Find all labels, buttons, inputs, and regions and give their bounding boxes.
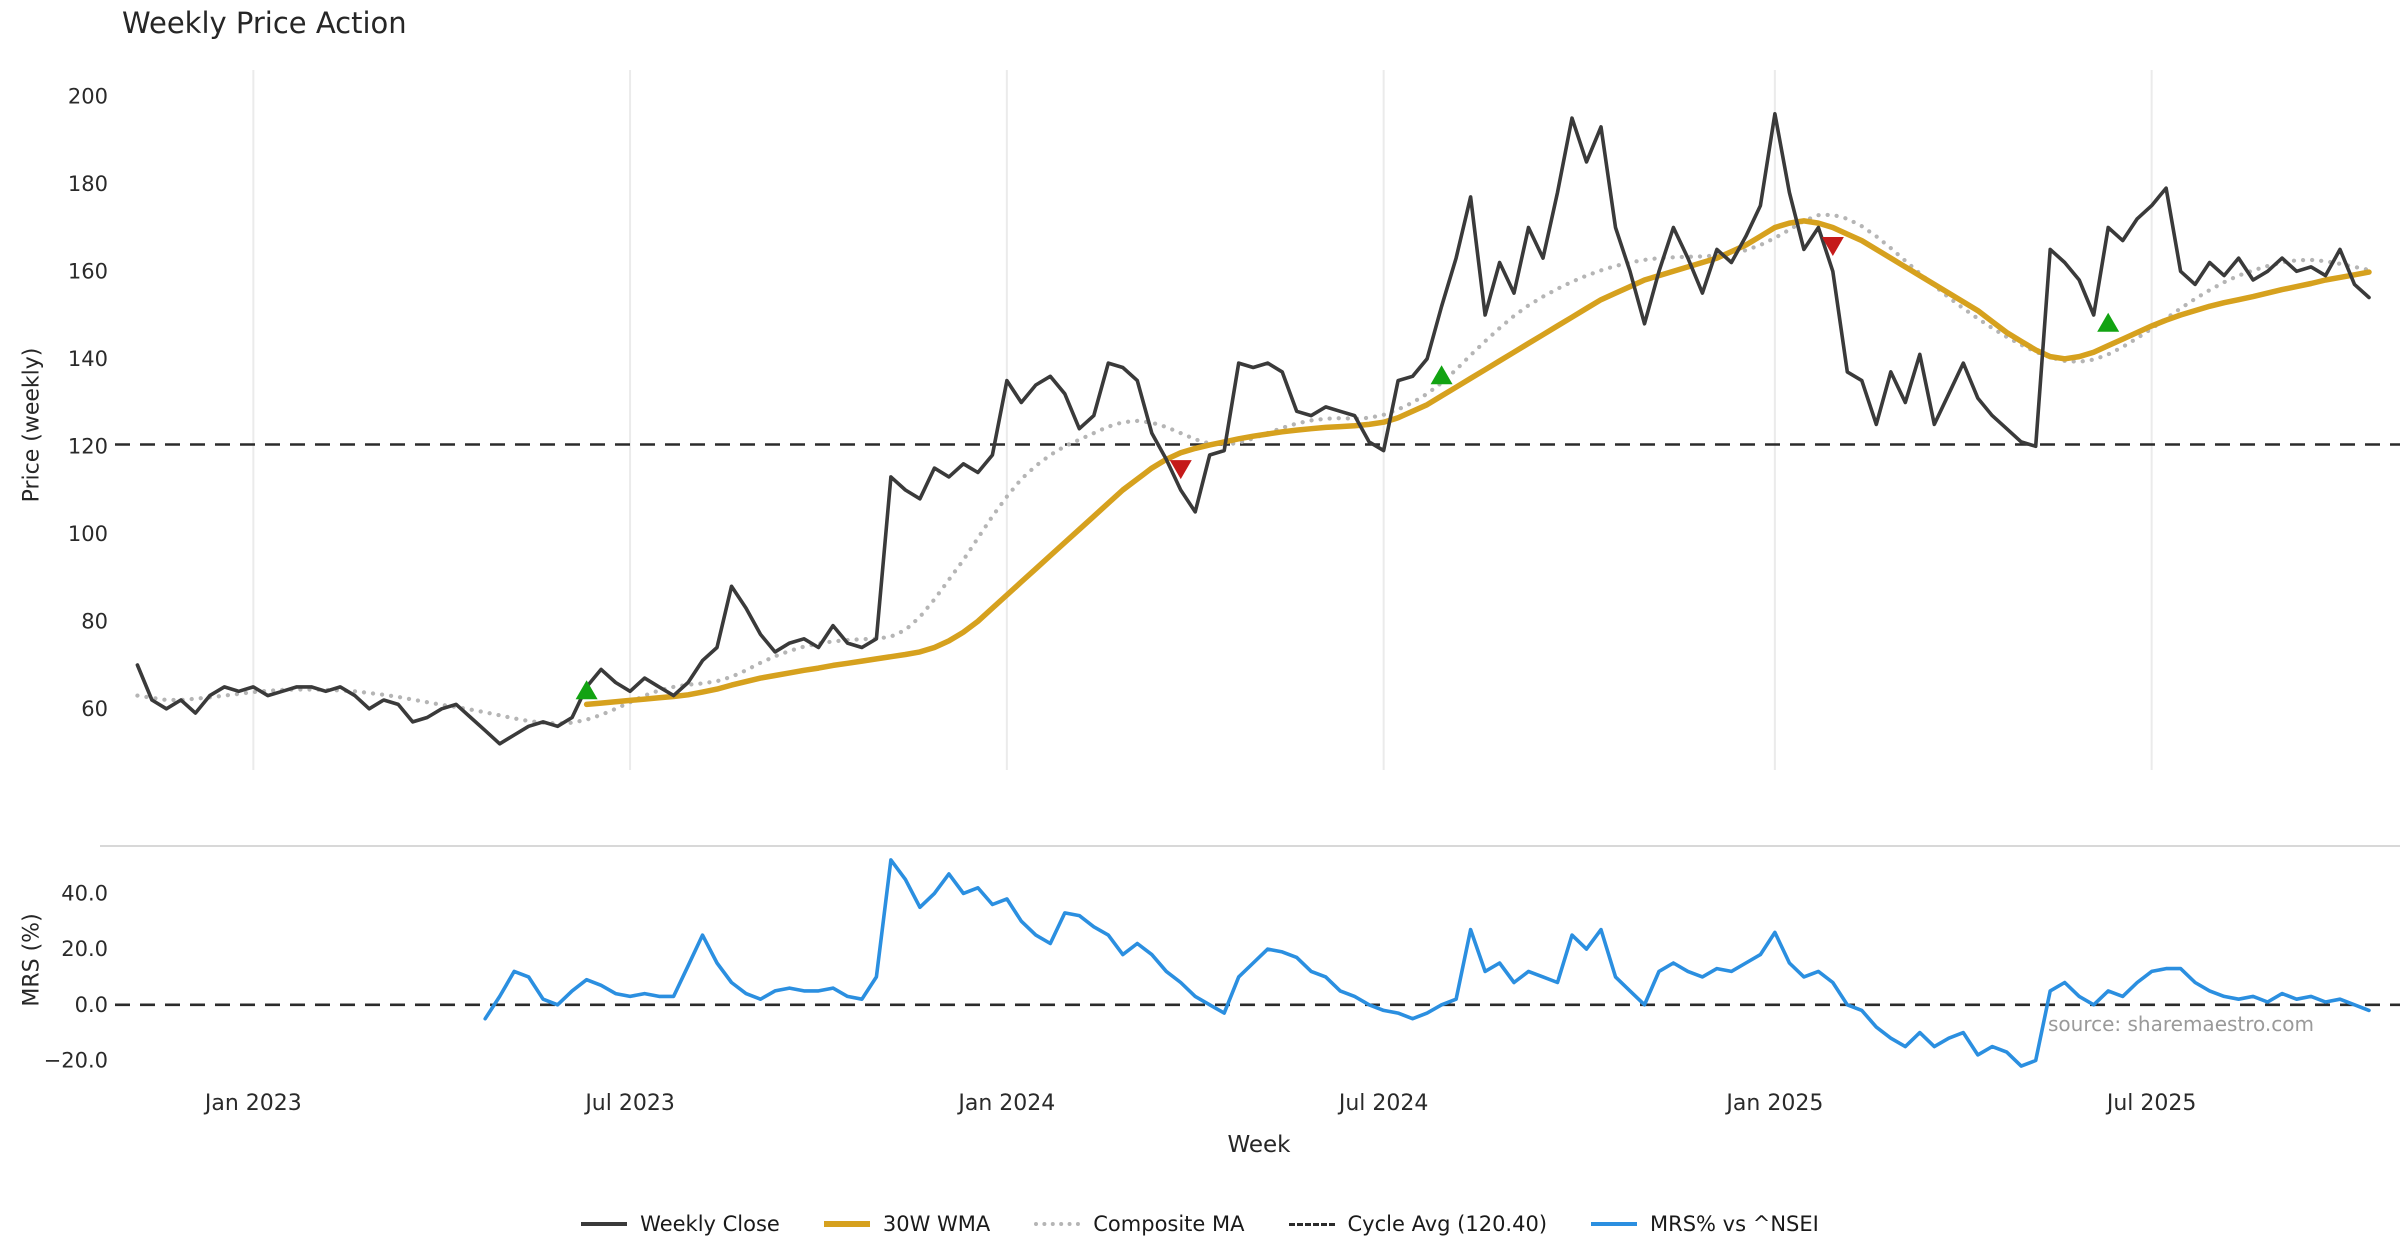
- legend-label-weekly-close: Weekly Close: [640, 1212, 780, 1236]
- svg-text:200: 200: [68, 84, 108, 108]
- svg-text:Jul 2024: Jul 2024: [1337, 1091, 1429, 1116]
- svg-text:140: 140: [68, 347, 108, 371]
- legend-item-mrs: MRS% vs ^NSEI: [1591, 1212, 1819, 1236]
- x-axis-label: Week: [1227, 1132, 1291, 1158]
- weekly-close-line-swatch: [581, 1222, 628, 1226]
- svg-text:Jan 2025: Jan 2025: [1724, 1091, 1823, 1116]
- svg-text:Jan 2024: Jan 2024: [956, 1091, 1055, 1116]
- svg-text:120: 120: [68, 434, 108, 458]
- svg-text:160: 160: [68, 259, 108, 283]
- svg-text:Jan 2023: Jan 2023: [203, 1091, 302, 1116]
- svg-text:100: 100: [68, 522, 108, 546]
- legend-label-30w-wma: 30W WMA: [882, 1212, 991, 1236]
- legend-item-30w-wma: 30W WMA: [823, 1212, 991, 1236]
- chart-title: Weekly Price Action: [122, 6, 407, 40]
- svg-text:80: 80: [81, 609, 108, 633]
- svg-text:0.0: 0.0: [75, 993, 108, 1017]
- legend-item-cycle-avg: Cycle Avg (120.40): [1288, 1212, 1548, 1236]
- svg-text:−20.0: −20.0: [44, 1049, 108, 1073]
- legend-label-mrs: MRS% vs ^NSEI: [1650, 1212, 1819, 1236]
- svg-text:40.0: 40.0: [61, 881, 108, 905]
- wma-line-swatch: [823, 1221, 870, 1227]
- svg-text:Jul 2023: Jul 2023: [583, 1091, 675, 1116]
- legend-item-weekly-close: Weekly Close: [581, 1212, 780, 1236]
- source-attribution: source: sharemaestro.com: [2048, 1012, 2314, 1036]
- legend-item-composite-ma: Composite MA: [1034, 1212, 1245, 1236]
- composite-ma-line-swatch: [1034, 1222, 1081, 1226]
- legend-label-composite-ma: Composite MA: [1093, 1212, 1245, 1236]
- legend-label-cycle-avg: Cycle Avg (120.40): [1347, 1212, 1548, 1236]
- cycle-avg-line-swatch: [1288, 1222, 1335, 1226]
- mrs-line-swatch: [1591, 1222, 1638, 1226]
- chart-legend: Weekly Close 30W WMA Composite MA Cycle …: [0, 1212, 2400, 1236]
- svg-text:60: 60: [81, 697, 108, 721]
- svg-text:Jul 2025: Jul 2025: [2105, 1091, 2197, 1116]
- svg-text:20.0: 20.0: [61, 937, 108, 961]
- svg-text:180: 180: [68, 172, 108, 196]
